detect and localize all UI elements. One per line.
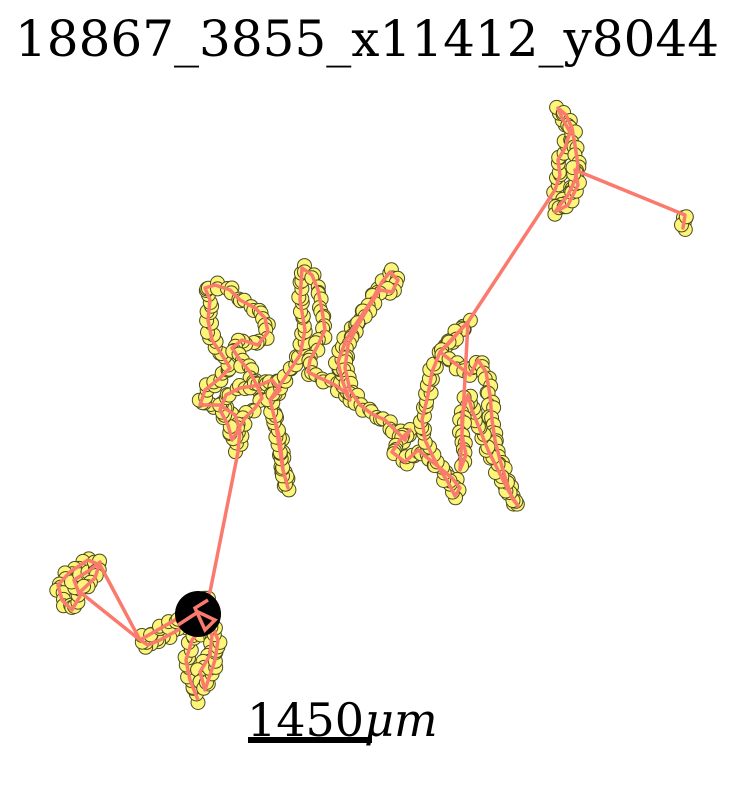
track-line-overlay: [177, 598, 218, 634]
scalebar-unit: μm: [364, 693, 438, 747]
plot-title: 18867_3855_x11412_y8044: [14, 10, 720, 68]
scalebar-line: [248, 737, 372, 743]
track-line: [56, 106, 687, 701]
track-markers: [49, 99, 694, 710]
